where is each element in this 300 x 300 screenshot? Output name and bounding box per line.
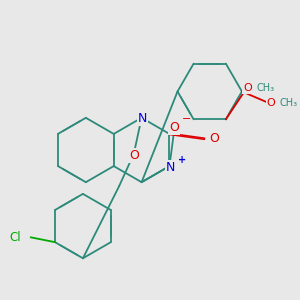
Text: −: − [182, 114, 191, 124]
Text: CH₃: CH₃ [280, 98, 298, 108]
Text: O: O [243, 83, 252, 93]
Text: O: O [129, 149, 139, 162]
Text: O: O [267, 98, 276, 108]
Text: CH₃: CH₃ [256, 83, 274, 93]
Text: O: O [169, 121, 179, 134]
Text: +: + [178, 155, 186, 165]
Text: N: N [166, 160, 175, 174]
Text: N: N [138, 112, 147, 125]
Text: O: O [209, 132, 219, 145]
Text: Cl: Cl [9, 231, 21, 244]
